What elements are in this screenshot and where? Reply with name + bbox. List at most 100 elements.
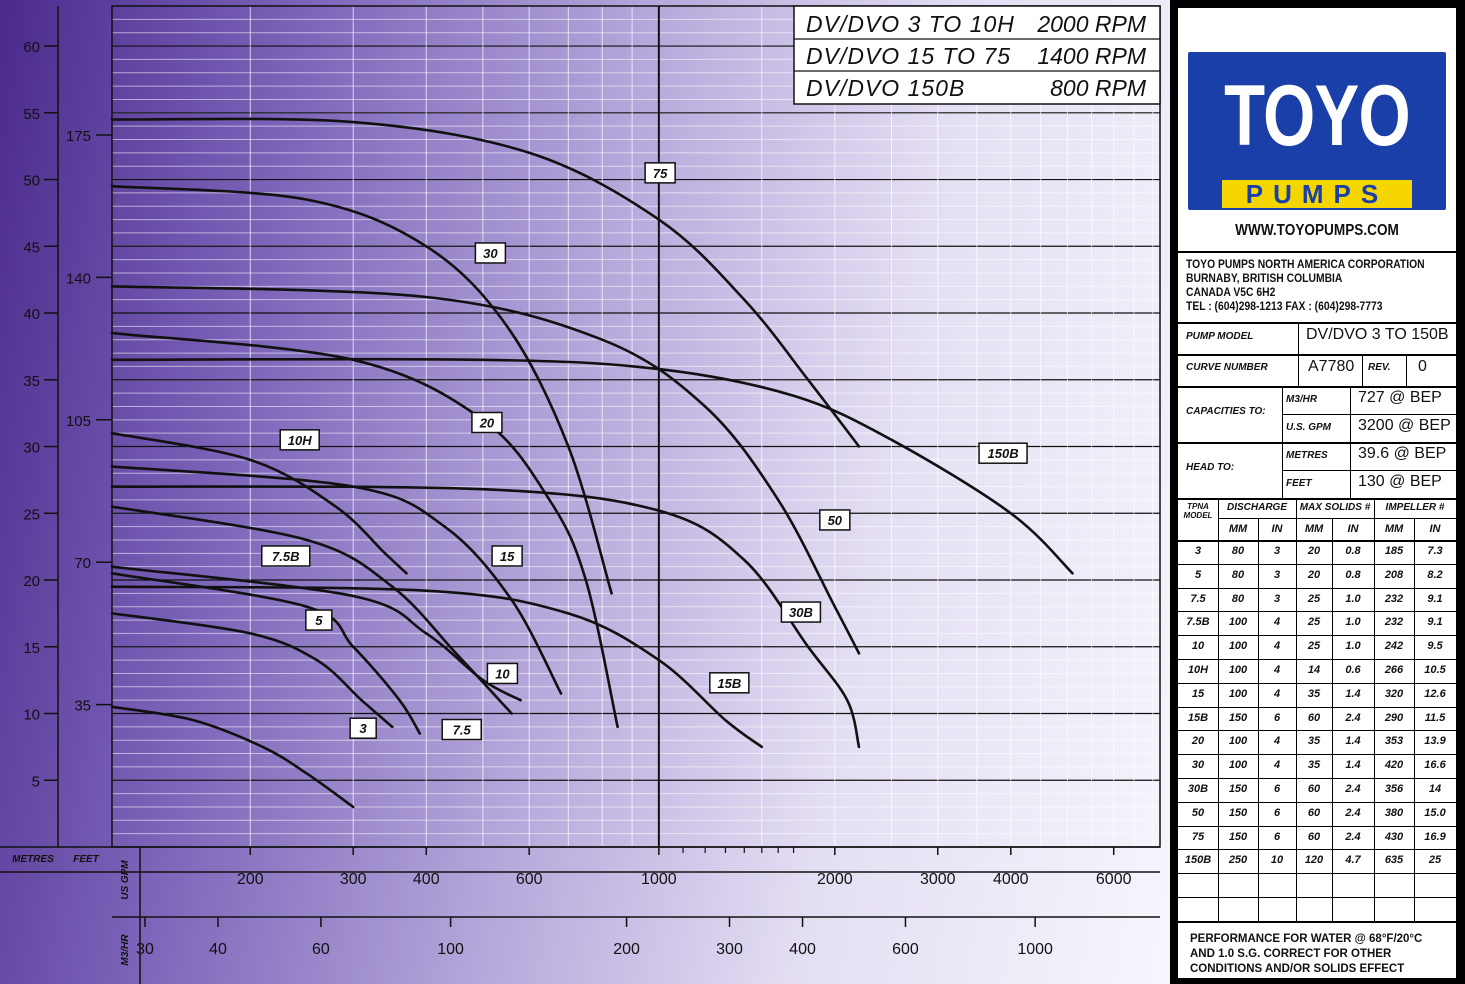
table-cell: 430 — [1384, 830, 1404, 843]
curve-label-150B: 150B — [988, 446, 1019, 461]
metres-tick-label: 50 — [23, 173, 40, 190]
curve-label-box — [471, 411, 503, 434]
curve-label-15B: 15B — [717, 676, 741, 691]
usgpm-axis-label: US GPM — [120, 860, 131, 900]
table-cell: 2.4 — [1345, 806, 1361, 819]
curve-label-box — [709, 672, 750, 694]
table-cell: 0.8 — [1345, 545, 1361, 557]
table-cell: 16.6 — [1424, 759, 1446, 772]
curve-label-75: 75 — [653, 166, 668, 181]
feet-tick-label: 35 — [74, 698, 91, 715]
table-cell: 3 — [1194, 545, 1202, 557]
metres-tick-label: 25 — [23, 506, 40, 523]
feet-tick-label: 175 — [66, 128, 91, 145]
table-unit-header: IN — [1347, 523, 1359, 535]
metres-tick-label: 15 — [23, 640, 40, 657]
table-cell: 6 — [1273, 830, 1281, 843]
table-cell: 100 — [1228, 735, 1248, 748]
table-cell: 232 — [1384, 616, 1404, 629]
usgpm-tick-label: 1000 — [641, 871, 677, 888]
table-cell: 5 — [1194, 568, 1202, 581]
curve-30B — [110, 485, 861, 749]
table-cell: 25 — [1307, 592, 1321, 605]
curve-30 — [110, 184, 613, 595]
table-cell: 7.5 — [1190, 592, 1206, 605]
m3hr-tick-label: 1000 — [1017, 941, 1053, 958]
metres-tick-label: 10 — [23, 707, 40, 724]
table-cell: 232 — [1384, 592, 1404, 605]
curve-label-7.5B: 7.5B — [272, 549, 299, 564]
table-cell: 4 — [1273, 687, 1281, 700]
curve-3 — [110, 705, 355, 809]
curve-label-box — [441, 718, 482, 741]
rev-value: 0 — [1418, 358, 1427, 375]
table-cell: 10H — [1187, 664, 1209, 676]
table-cell: 9.1 — [1427, 616, 1443, 629]
table-cell: 16.9 — [1424, 830, 1446, 843]
table-cell: 4 — [1273, 735, 1281, 748]
table-group-header: IMPELLER # — [1385, 502, 1445, 513]
table-cell: 100 — [1228, 664, 1248, 676]
curve-label-3: 3 — [360, 721, 368, 736]
table-cell: 80 — [1231, 568, 1245, 581]
table-cell: 2.4 — [1345, 830, 1361, 843]
website-link[interactable]: WWW.TOYOPUMPS.COM — [1235, 222, 1399, 239]
table-cell: 30 — [1191, 759, 1205, 772]
table-cell: 80 — [1231, 592, 1245, 605]
table-cell: 11.5 — [1424, 711, 1446, 724]
curve-15B — [110, 585, 764, 749]
table-cell: 1.4 — [1345, 735, 1361, 748]
curve-label-box — [305, 609, 333, 631]
feet-axis-label: FEET — [73, 854, 99, 865]
curve-150B — [110, 357, 1074, 575]
table-cell: 320 — [1384, 687, 1404, 700]
curve-7.5 — [110, 572, 422, 735]
table-cell: 100 — [1228, 687, 1248, 700]
curve-label-30: 30 — [483, 246, 498, 261]
table-cell: 150 — [1228, 711, 1248, 724]
feet-tick-label: 70 — [74, 555, 91, 572]
metres-tick-label: 55 — [23, 106, 40, 123]
table-cell: 3 — [1273, 568, 1281, 581]
table-cell: 15 — [1191, 687, 1205, 700]
table-unit-header: IN — [1429, 523, 1441, 535]
table-cell: 100 — [1228, 616, 1248, 629]
curve-10H — [110, 431, 408, 575]
table-cell: 120 — [1304, 854, 1324, 867]
table-cell: 10 — [1270, 854, 1284, 867]
table-cell: 75 — [1191, 830, 1205, 843]
curve-label-box — [349, 717, 377, 739]
table-unit-header: MM — [1228, 523, 1248, 535]
brand-name: TOYO — [1224, 68, 1411, 164]
curve-label-box — [819, 509, 851, 531]
usgpm-value: 3200 @ BEP — [1358, 417, 1451, 434]
table-cell: 150B — [1184, 854, 1212, 867]
usgpm-tick-label: 6000 — [1096, 871, 1132, 888]
table-cell: 3 — [1273, 592, 1281, 605]
curve-20 — [110, 331, 619, 729]
rpm-header-box — [793, 5, 1161, 105]
rpm-header-speed: 1400 RPM — [1037, 43, 1147, 69]
table-cell: 9.5 — [1427, 640, 1443, 653]
table-cell: 185 — [1384, 545, 1404, 557]
curve-label-30B: 30B — [789, 605, 813, 620]
table-cell: 150 — [1228, 830, 1248, 843]
table-cell: 20 — [1191, 735, 1205, 748]
table-cell: 4 — [1273, 759, 1281, 772]
curve-label-box — [780, 601, 822, 623]
table-cell: 35 — [1307, 759, 1321, 772]
curve-label-box — [491, 545, 523, 567]
table-cell: 150 — [1228, 806, 1248, 819]
usgpm-label: U.S. GPM — [1286, 422, 1332, 433]
usgpm-tick-label: 300 — [340, 871, 367, 888]
table-cell: 10.5 — [1424, 664, 1446, 676]
table-cell: 60 — [1307, 783, 1321, 795]
curve-label-5: 5 — [315, 613, 323, 628]
curve-label-15: 15 — [500, 549, 515, 564]
curve-label-20: 20 — [479, 415, 495, 430]
table-cell: 20 — [1307, 545, 1321, 557]
m3hr-tick-label: 300 — [716, 941, 743, 958]
m3hr-tick-label: 100 — [437, 941, 464, 958]
curve-15 — [110, 465, 563, 695]
usgpm-tick-label: 400 — [413, 871, 440, 888]
